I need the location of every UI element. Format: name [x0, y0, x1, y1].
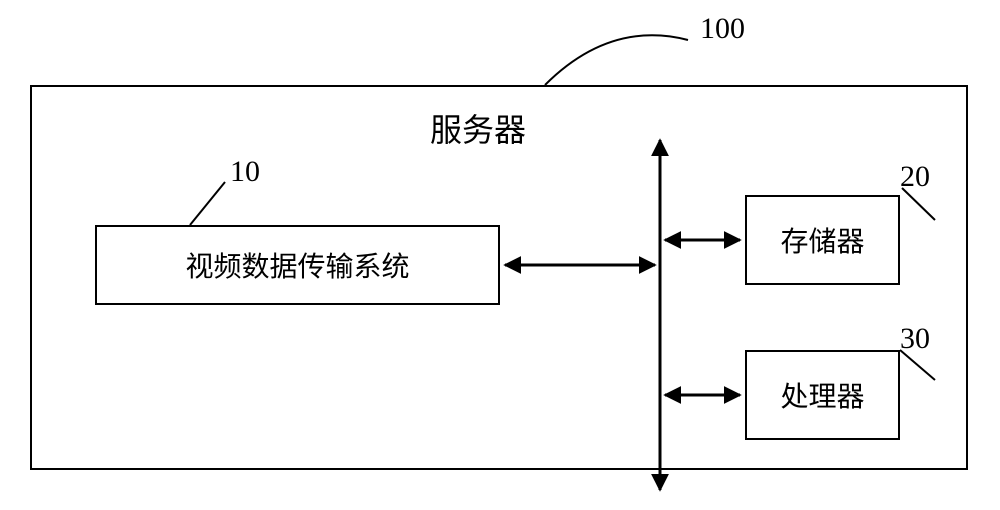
ref-100: 100	[700, 12, 745, 46]
video-system-box: 视频数据传输系统	[95, 225, 500, 305]
processor-box: 处理器	[745, 350, 900, 440]
ref-30: 30	[900, 322, 930, 356]
ref-10: 10	[230, 155, 260, 189]
server-title: 服务器	[430, 105, 526, 151]
ref-20: 20	[900, 160, 930, 194]
diagram-canvas: 服务器 视频数据传输系统 存储器 处理器 100 10 20 30	[0, 0, 1000, 510]
processor-label: 处理器	[780, 375, 864, 415]
memory-box: 存储器	[745, 195, 900, 285]
memory-label: 存储器	[780, 220, 864, 260]
video-system-label: 视频数据传输系统	[185, 245, 409, 285]
